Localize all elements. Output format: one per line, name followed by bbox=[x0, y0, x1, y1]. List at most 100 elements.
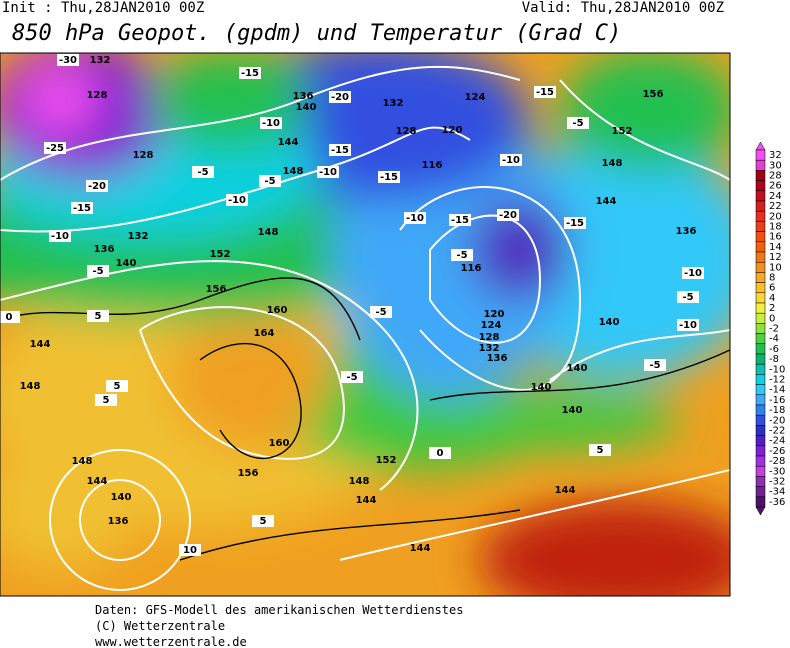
map-title: 850 hPa Geopot. (gpdm) und Temperatur (G… bbox=[12, 21, 621, 46]
contour-label: 132 bbox=[479, 343, 500, 354]
contour-label: 164 bbox=[254, 328, 275, 339]
contour-label: -10 bbox=[679, 320, 697, 331]
colorbar-box bbox=[755, 170, 766, 181]
contour-label-bg bbox=[589, 444, 611, 456]
contour-label: 148 bbox=[20, 381, 41, 392]
colorbar-box bbox=[755, 486, 766, 498]
contour-label: 0 bbox=[437, 448, 444, 459]
colorbar-box bbox=[755, 149, 766, 161]
contour-label: 144 bbox=[410, 543, 431, 554]
contour-label: 128 bbox=[87, 90, 108, 101]
colorbar-arrow bbox=[755, 506, 766, 516]
colorbar-label: 12 bbox=[769, 252, 782, 263]
footer-line: (C) Wetterzentrale bbox=[95, 619, 225, 633]
contour-label: 136 bbox=[108, 516, 129, 527]
contour-label: 136 bbox=[293, 91, 314, 102]
colorbar-box bbox=[755, 241, 766, 253]
contour-label: 116 bbox=[461, 263, 482, 274]
colorbar-box bbox=[755, 333, 766, 345]
colorbar-label: -10 bbox=[769, 364, 785, 375]
contour-label: 132 bbox=[383, 98, 404, 109]
colorbar-label: -34 bbox=[769, 487, 785, 498]
contour-label: 140 bbox=[296, 102, 317, 113]
contour-label: 140 bbox=[111, 492, 132, 503]
contour-label: 144 bbox=[596, 196, 617, 207]
contour-label: -5 bbox=[649, 360, 660, 371]
contour-label: -10 bbox=[502, 155, 520, 166]
contour-label-bg bbox=[429, 447, 451, 459]
contour-label: -10 bbox=[262, 118, 280, 129]
colorbar-box bbox=[755, 435, 766, 447]
contour-label: 144 bbox=[87, 476, 108, 487]
colorbar-box bbox=[755, 302, 766, 314]
contour-label: -5 bbox=[264, 176, 275, 187]
contour-label: 148 bbox=[602, 158, 623, 169]
contour-label: -5 bbox=[346, 372, 357, 383]
contour-label: 5 bbox=[260, 516, 267, 527]
colorbar-label: 20 bbox=[769, 211, 782, 222]
contour-label: 140 bbox=[599, 317, 620, 328]
contour-label-bg bbox=[497, 209, 519, 221]
colorbar-label: -6 bbox=[769, 344, 779, 355]
contour-label: -10 bbox=[228, 195, 246, 206]
contour-label: -5 bbox=[197, 167, 208, 178]
colorbar-label: -4 bbox=[769, 334, 779, 345]
contour-label-bg bbox=[259, 175, 281, 187]
colorbar-label: -32 bbox=[769, 477, 785, 488]
contour-label: -15 bbox=[380, 172, 398, 183]
contour-label: 10 bbox=[183, 545, 197, 556]
colorbar-label: 24 bbox=[769, 191, 782, 202]
contour-label-bg bbox=[644, 359, 666, 371]
contour-label: 148 bbox=[283, 166, 304, 177]
contour-label: 128 bbox=[396, 126, 417, 137]
contour-label-bg bbox=[404, 212, 426, 224]
contour-label: 144 bbox=[278, 137, 299, 148]
colorbar-box bbox=[755, 384, 766, 396]
colorbar-box bbox=[755, 292, 766, 304]
contour-label: 140 bbox=[531, 382, 552, 393]
contour-label-bg bbox=[57, 54, 79, 66]
contour-label: 5 bbox=[597, 445, 604, 456]
colorbar-box bbox=[755, 210, 766, 222]
colorbar-label: -18 bbox=[769, 405, 785, 416]
colorbar-label: -16 bbox=[769, 395, 785, 406]
colorbar-label: 16 bbox=[769, 232, 782, 243]
colorbar-box bbox=[755, 282, 766, 294]
colorbar-label: 0 bbox=[769, 313, 775, 324]
contour-label: 152 bbox=[612, 126, 633, 137]
contour-label: -30 bbox=[59, 55, 77, 66]
colorbar-label: 26 bbox=[769, 181, 782, 192]
colorbar-box bbox=[755, 425, 766, 436]
colorbar-label: -36 bbox=[769, 497, 785, 508]
contour-label: 152 bbox=[376, 455, 397, 466]
colorbar-box bbox=[755, 414, 766, 426]
colorbar-box bbox=[755, 159, 766, 171]
contour-label: 140 bbox=[567, 363, 588, 374]
contour-label: -10 bbox=[51, 231, 69, 242]
contour-label-bg bbox=[192, 166, 214, 178]
contour-label-bg bbox=[106, 380, 128, 392]
contour-label: 132 bbox=[90, 55, 111, 66]
contour-label: -15 bbox=[566, 218, 584, 229]
contour-label: -5 bbox=[92, 266, 103, 277]
contour-label: 144 bbox=[555, 485, 576, 496]
contour-label: 124 bbox=[465, 92, 486, 103]
contour-label: -20 bbox=[331, 92, 349, 103]
map-frame bbox=[0, 52, 731, 597]
contour-label: 128 bbox=[133, 150, 154, 161]
colorbar-box bbox=[755, 272, 766, 283]
contour-label: 136 bbox=[487, 353, 508, 364]
contour-label: -15 bbox=[536, 87, 554, 98]
colorbar-label: -20 bbox=[769, 415, 785, 426]
contour-label-bg bbox=[329, 91, 351, 103]
contour-label: -5 bbox=[375, 307, 386, 318]
colorbar-label: 6 bbox=[769, 283, 775, 294]
contour-label-bg bbox=[0, 311, 20, 323]
colorbar-box bbox=[755, 353, 766, 365]
colorbar-label: -30 bbox=[769, 466, 785, 477]
contour-label-bg bbox=[370, 306, 392, 318]
contour-label: 124 bbox=[481, 320, 502, 331]
contour-label-bg bbox=[87, 265, 109, 277]
contour-label-bg bbox=[500, 154, 522, 166]
